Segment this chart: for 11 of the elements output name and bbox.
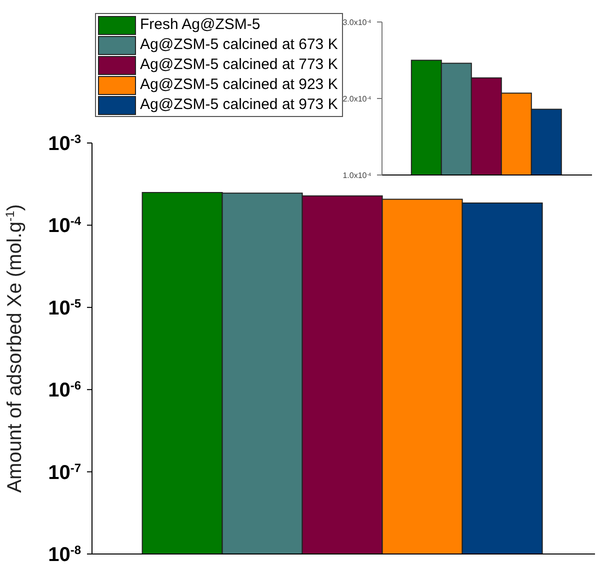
legend-label: Ag@ZSM-5 calcined at 773 K: [140, 55, 338, 75]
legend-label: Ag@ZSM-5 calcined at 973 K: [140, 95, 338, 115]
legend-label: Ag@ZSM-5 calcined at 923 K: [140, 75, 338, 95]
y-tick-label: 10$^{-3}$: [48, 132, 82, 155]
y-tick-label: 10$^{-7}$: [48, 460, 82, 484]
y-tick-label: 10$^{-6}$: [48, 378, 82, 402]
y-tick-label: 10$^{-8}$: [48, 543, 82, 564]
y-tick-label: 10$^{-4}$: [48, 214, 82, 238]
legend-label: Fresh Ag@ZSM-5: [140, 15, 260, 35]
y-tick-label: 10$^{-5}$: [48, 296, 82, 320]
legend-label: Ag@ZSM-5 calcined at 673 K: [140, 35, 338, 55]
